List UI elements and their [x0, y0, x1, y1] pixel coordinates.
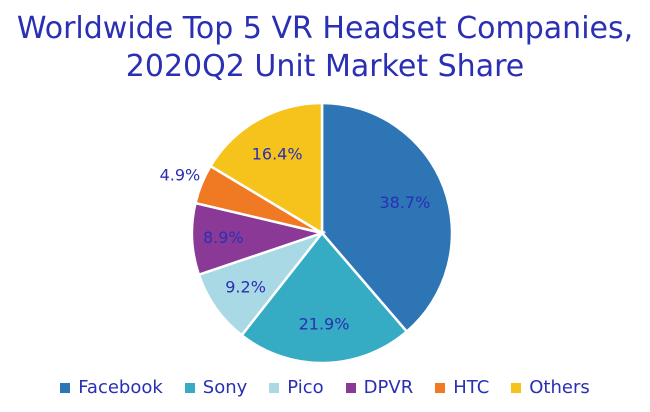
legend-swatch-sony: [184, 382, 195, 393]
legend-swatch-dpvr: [345, 382, 356, 393]
legend-item-htc: HTC: [435, 377, 489, 398]
legend-label-others: Others: [529, 377, 590, 398]
legend-label-dpvr: DPVR: [363, 377, 414, 398]
legend-item-pico: Pico: [269, 377, 324, 398]
legend-label-facebook: Facebook: [78, 377, 163, 398]
pie-label-facebook: 38.7%: [379, 193, 430, 212]
pie-label-pico: 9.2%: [225, 278, 266, 297]
chart-title-line-2: 2020Q2 Unit Market Share: [125, 49, 525, 84]
chart-title: Worldwide Top 5 VR Headset Companies, 20…: [0, 10, 650, 86]
chart-legend: Facebook Sony Pico DPVR HTC Others: [0, 377, 650, 398]
pie-label-others: 16.4%: [252, 144, 303, 163]
legend-swatch-facebook: [60, 382, 71, 393]
pie-slice-sony: [239, 231, 409, 365]
chart-title-line-1: Worldwide Top 5 VR Headset Companies,: [16, 11, 634, 46]
pie-slices: [190, 101, 454, 365]
legend-swatch-others: [511, 382, 522, 393]
pie-label-htc: 4.9%: [160, 166, 201, 185]
legend-swatch-pico: [269, 382, 280, 393]
pie-label-sony: 21.9%: [299, 314, 350, 333]
pie-slice-others: [208, 101, 324, 236]
legend-label-htc: HTC: [453, 377, 490, 398]
legend-swatch-htc: [435, 382, 446, 393]
pie-labels: 38.7% 21.9% 9.2% 8.9% 4.9% 16.4%: [160, 144, 431, 333]
legend-item-others: Others: [511, 377, 590, 398]
legend-label-pico: Pico: [287, 377, 324, 398]
legend-label-sony: Sony: [202, 377, 248, 398]
legend-item-facebook: Facebook: [60, 377, 163, 398]
legend-item-dpvr: DPVR: [345, 377, 414, 398]
legend-item-sony: Sony: [184, 377, 248, 398]
pie-label-dpvr: 8.9%: [203, 228, 244, 247]
pie-slice-facebook: [320, 101, 454, 334]
